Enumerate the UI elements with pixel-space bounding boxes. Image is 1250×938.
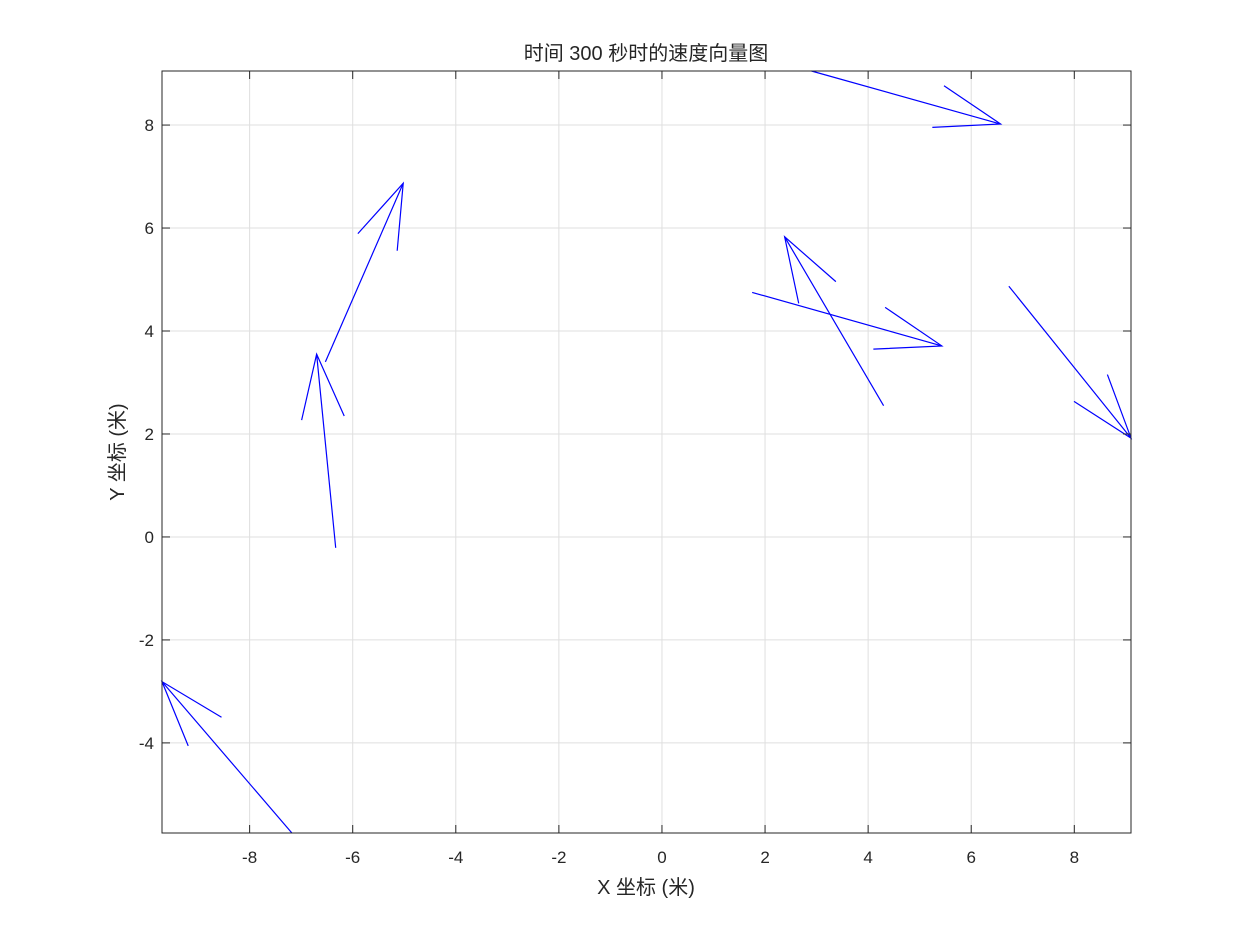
velocity-vector [811, 70, 1003, 128]
vector-shaft [784, 236, 885, 406]
y-tick-label: 0 [145, 528, 154, 547]
x-tick-label: 2 [760, 848, 769, 867]
y-axis-label: Y 坐标 (米) [106, 403, 129, 500]
vector-shaft [161, 681, 293, 834]
x-tick-label: 4 [863, 848, 872, 867]
velocity-vector [783, 235, 885, 406]
vector-shaft [751, 291, 943, 347]
vector-arrowhead [873, 306, 944, 350]
x-axis-label: X 坐标 (米) [597, 876, 695, 899]
y-tick-label: 2 [145, 425, 154, 444]
x-tick-label: -8 [242, 848, 257, 867]
y-tick-label: 4 [145, 322, 154, 341]
vector-shaft [316, 354, 337, 548]
axis-ticks: -8 -6 -4 -2 0 2 4 6 8 -4 -2 0 2 4 6 8 [139, 71, 1131, 867]
x-tick-label: 0 [657, 848, 666, 867]
chart-title: 时间 300 秒时的速度向量图 [524, 42, 768, 65]
x-tick-label: 6 [966, 848, 975, 867]
x-tick-label: -4 [448, 848, 463, 867]
y-tick-label: 8 [145, 116, 154, 135]
y-tick-label: -2 [139, 631, 154, 650]
vector-arrowhead [783, 235, 837, 304]
vector-shaft [1008, 285, 1132, 439]
velocity-vector [751, 291, 944, 350]
x-tick-label: 8 [1070, 848, 1079, 867]
vector-shaft [811, 70, 1001, 125]
vector-arrowhead [301, 352, 345, 421]
y-tick-label: -4 [139, 734, 154, 753]
x-tick-label: -2 [551, 848, 566, 867]
velocity-vector [324, 181, 404, 363]
vector-arrowhead [932, 85, 1003, 128]
grid [162, 71, 1131, 833]
vector-shaft [324, 183, 404, 363]
velocity-vector [301, 352, 345, 548]
y-tick-label: 6 [145, 219, 154, 238]
vector-arrowhead [357, 181, 404, 251]
axes-background [162, 71, 1131, 833]
x-tick-label: -6 [345, 848, 360, 867]
axes-frame [161, 70, 1132, 834]
